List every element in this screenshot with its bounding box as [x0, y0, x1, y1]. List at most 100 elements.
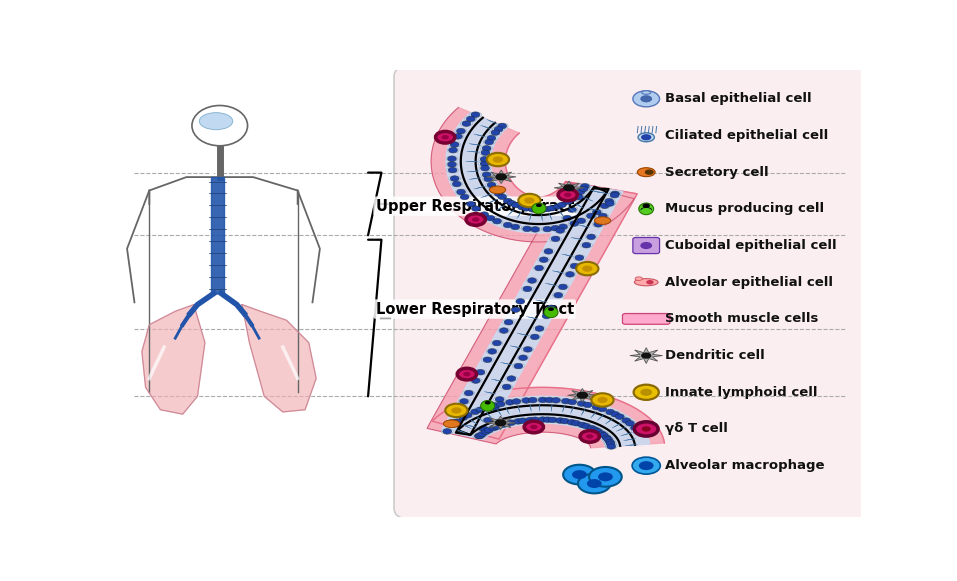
Ellipse shape [515, 299, 526, 304]
Circle shape [542, 313, 551, 319]
Polygon shape [427, 107, 664, 448]
Circle shape [611, 411, 619, 417]
Circle shape [611, 192, 619, 198]
Ellipse shape [590, 209, 603, 215]
Ellipse shape [448, 422, 459, 428]
Circle shape [538, 417, 547, 422]
Circle shape [642, 203, 650, 208]
Polygon shape [242, 304, 316, 412]
Ellipse shape [629, 425, 641, 431]
Circle shape [449, 148, 457, 153]
Circle shape [471, 409, 479, 414]
Circle shape [519, 194, 541, 207]
Ellipse shape [479, 165, 491, 171]
Circle shape [484, 176, 493, 182]
Ellipse shape [594, 217, 611, 224]
Ellipse shape [443, 420, 459, 428]
Text: Lower Respiratory Tract: Lower Respiratory Tract [375, 302, 574, 317]
Polygon shape [568, 389, 597, 402]
Circle shape [457, 368, 477, 380]
Ellipse shape [458, 194, 471, 200]
Ellipse shape [469, 409, 481, 415]
Circle shape [453, 419, 461, 424]
Ellipse shape [632, 428, 643, 434]
Circle shape [449, 422, 457, 427]
Circle shape [640, 242, 652, 249]
Ellipse shape [192, 106, 248, 146]
Circle shape [577, 401, 586, 406]
Ellipse shape [486, 349, 499, 354]
Circle shape [523, 226, 531, 231]
Ellipse shape [595, 431, 608, 436]
Circle shape [496, 173, 507, 181]
Ellipse shape [545, 305, 557, 311]
Ellipse shape [526, 397, 539, 403]
Ellipse shape [475, 370, 486, 375]
Circle shape [484, 139, 494, 145]
Circle shape [611, 191, 619, 196]
Ellipse shape [474, 433, 486, 439]
Ellipse shape [542, 417, 553, 422]
Circle shape [527, 278, 537, 283]
Text: Mucus producing cell: Mucus producing cell [665, 202, 824, 216]
Circle shape [476, 370, 485, 375]
Ellipse shape [604, 439, 615, 445]
Ellipse shape [480, 400, 495, 411]
Circle shape [528, 397, 537, 403]
Circle shape [563, 184, 575, 191]
Ellipse shape [582, 402, 593, 408]
Circle shape [483, 418, 492, 423]
Ellipse shape [485, 135, 498, 141]
Ellipse shape [480, 172, 493, 178]
Circle shape [535, 326, 544, 331]
Text: Dendritic cell: Dendritic cell [665, 349, 765, 362]
Circle shape [587, 234, 595, 239]
Text: Basal epithelial cell: Basal epithelial cell [665, 92, 812, 105]
Circle shape [587, 213, 595, 218]
FancyBboxPatch shape [622, 314, 670, 324]
Circle shape [466, 202, 476, 207]
Ellipse shape [590, 404, 603, 410]
Circle shape [641, 353, 652, 358]
Circle shape [604, 437, 612, 442]
Ellipse shape [634, 279, 658, 286]
Circle shape [578, 474, 611, 493]
Circle shape [548, 307, 554, 311]
Circle shape [569, 221, 579, 226]
Ellipse shape [529, 417, 541, 422]
Ellipse shape [580, 423, 592, 429]
Circle shape [571, 421, 581, 426]
Circle shape [597, 397, 608, 403]
Ellipse shape [452, 134, 464, 139]
Circle shape [480, 157, 489, 162]
Circle shape [555, 418, 565, 423]
Ellipse shape [554, 228, 567, 234]
Ellipse shape [591, 428, 604, 434]
Ellipse shape [505, 376, 518, 382]
Ellipse shape [542, 226, 553, 232]
Ellipse shape [532, 203, 546, 214]
Ellipse shape [501, 384, 513, 390]
Ellipse shape [449, 142, 460, 148]
Circle shape [485, 401, 491, 404]
Ellipse shape [567, 399, 578, 405]
Circle shape [448, 156, 456, 162]
Circle shape [487, 182, 496, 188]
Ellipse shape [522, 286, 533, 292]
Circle shape [576, 262, 598, 275]
Ellipse shape [575, 189, 587, 195]
Ellipse shape [575, 218, 588, 224]
Ellipse shape [501, 198, 514, 204]
Ellipse shape [483, 139, 495, 145]
Circle shape [493, 218, 501, 224]
Ellipse shape [451, 419, 463, 425]
Circle shape [450, 176, 459, 181]
Circle shape [558, 189, 577, 200]
Ellipse shape [482, 417, 494, 423]
Polygon shape [441, 113, 650, 447]
Ellipse shape [465, 201, 477, 207]
Ellipse shape [529, 334, 541, 340]
Circle shape [462, 121, 471, 126]
Circle shape [633, 91, 659, 107]
Circle shape [558, 202, 567, 207]
